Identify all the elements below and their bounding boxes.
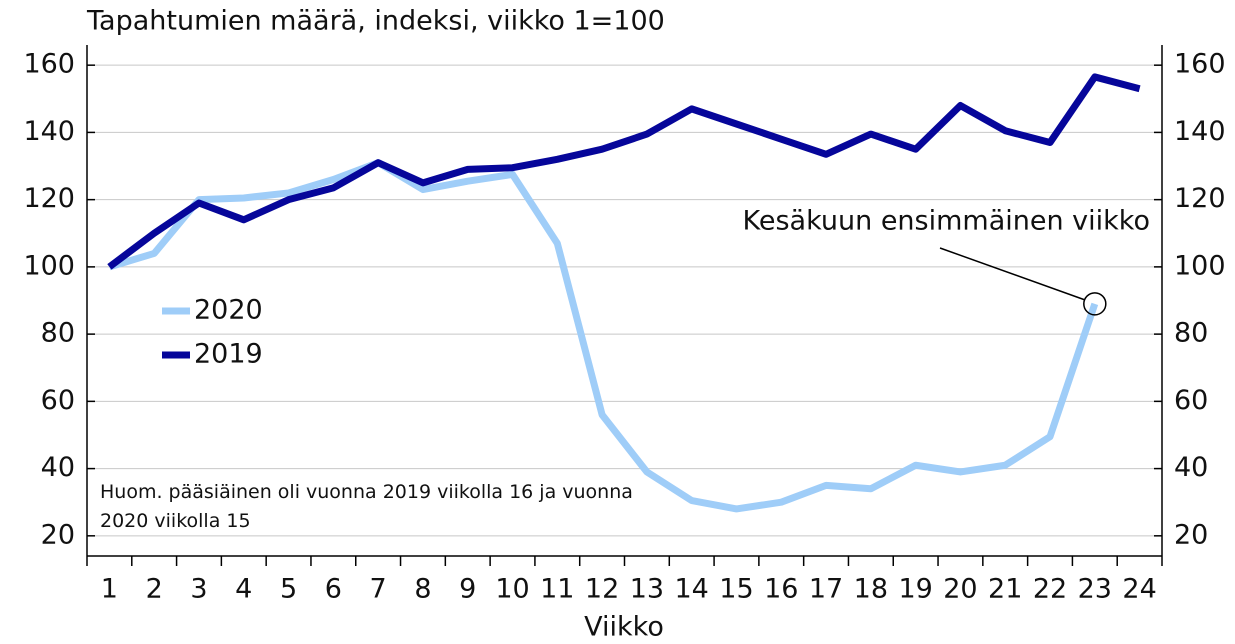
x-tick-label: 16: [764, 574, 798, 605]
annotation-circle: [1083, 292, 1107, 316]
y-tick-label: 160: [23, 49, 75, 80]
y2-tick-label: 40: [1174, 452, 1208, 483]
x-tick-label: 1: [101, 574, 118, 605]
y-tick-label: 120: [23, 183, 75, 214]
x-tick-label: 7: [370, 574, 387, 605]
x-tick-label: 23: [1078, 574, 1112, 605]
x-axis-label: Viikko: [584, 612, 664, 643]
x-tick-label: 6: [325, 574, 342, 605]
x-tick-label: 11: [540, 574, 574, 605]
annotation-leader: [939, 247, 1086, 301]
note: Huom. pääsiäinen oli vuonna 2019 viikoll…: [100, 481, 633, 532]
x-tick-label: 9: [459, 574, 476, 605]
x-tick-label: 18: [854, 574, 888, 605]
y2-tick-label: 120: [1174, 183, 1226, 214]
y-tick-label: 40: [41, 452, 75, 483]
y-tick-label: 20: [41, 519, 75, 550]
x-tick-label: 15: [719, 574, 753, 605]
y2-tick-label: 100: [1174, 250, 1226, 281]
y2-tick-label: 80: [1174, 318, 1208, 349]
y-tick-label: 80: [41, 318, 75, 349]
y2-tick-label: 60: [1174, 385, 1208, 416]
x-tick-label: 24: [1122, 574, 1156, 605]
y-tick-label: 100: [23, 250, 75, 281]
x-tick-label: 17: [809, 574, 843, 605]
y2-tick-label: 160: [1174, 49, 1226, 80]
annotation: Kesäkuun ensimmäinen viikko: [743, 206, 1150, 237]
chart-title: Tapahtumien määrä, indeksi, viikko 1=100: [86, 6, 665, 37]
x-tick-label: 2: [146, 574, 163, 605]
x-tick-label: 12: [585, 574, 619, 605]
series-line: [107, 73, 1141, 270]
x-tick-label: 5: [280, 574, 297, 605]
x-tick-label: 8: [414, 574, 431, 605]
y-tick-label: 60: [41, 385, 75, 416]
y2-tick-label: 20: [1174, 519, 1208, 550]
x-tick-label: 20: [943, 574, 977, 605]
x-tick-label: 4: [235, 574, 252, 605]
y-tick-label: 140: [23, 116, 75, 147]
series-line: [108, 159, 1099, 513]
x-tick-label: 22: [1033, 574, 1067, 605]
y2-tick-label: 140: [1174, 116, 1226, 147]
legend-label: 2020: [194, 295, 263, 326]
x-tick-label: 14: [675, 574, 709, 605]
x-tick-label: 13: [630, 574, 664, 605]
x-tick-label: 19: [898, 574, 932, 605]
note-box: Huom. pääsiäinen oli vuonna 2019 viikoll…: [100, 481, 633, 532]
x-tick-label: 10: [495, 574, 529, 605]
x-tick-label: 21: [988, 574, 1022, 605]
legend-label: 2019: [194, 339, 263, 370]
x-tick-label: 3: [190, 574, 207, 605]
